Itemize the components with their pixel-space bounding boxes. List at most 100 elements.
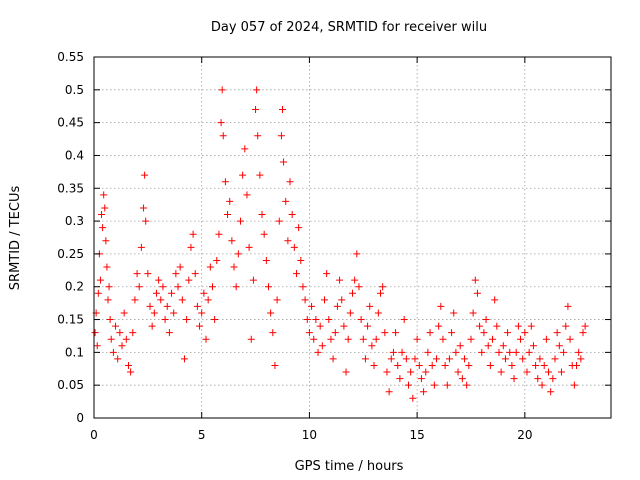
data-point-marker	[437, 302, 445, 310]
data-point-marker	[553, 329, 561, 337]
data-point-marker	[566, 335, 574, 343]
data-point-marker	[213, 256, 221, 264]
data-point-marker	[243, 191, 251, 199]
data-point-marker	[529, 342, 537, 350]
data-point-marker	[142, 217, 150, 225]
data-point-marker	[476, 322, 484, 330]
data-point-marker	[159, 283, 167, 291]
data-point-marker	[527, 322, 535, 330]
data-point-marker	[433, 355, 441, 363]
data-point-marker	[103, 263, 111, 271]
data-point-marker	[187, 243, 195, 251]
data-point-marker	[226, 197, 234, 205]
y-tick-label: 0.1	[65, 345, 84, 359]
data-point-marker	[439, 335, 447, 343]
data-point-marker	[269, 329, 277, 337]
data-point-marker	[478, 348, 486, 356]
data-point-marker	[104, 296, 112, 304]
data-point-marker	[379, 283, 387, 291]
data-point-marker	[374, 309, 382, 317]
data-point-marker	[198, 309, 206, 317]
data-point-marker	[519, 355, 527, 363]
data-point-marker	[267, 309, 275, 317]
data-point-marker	[450, 309, 458, 317]
data-point-marker	[99, 224, 107, 232]
data-point-marker	[234, 250, 242, 258]
data-point-marker	[443, 381, 451, 389]
data-point-marker	[355, 283, 363, 291]
data-point-marker	[536, 355, 544, 363]
plot-frame	[93, 56, 612, 419]
data-point-marker	[284, 237, 292, 245]
data-point-marker	[135, 283, 143, 291]
data-point-marker	[428, 361, 436, 369]
data-point-marker	[299, 283, 307, 291]
data-point-marker	[538, 381, 546, 389]
data-point-marker	[372, 335, 380, 343]
data-point-marker	[228, 237, 236, 245]
data-point-marker	[542, 335, 550, 343]
data-point-marker	[172, 270, 180, 278]
data-point-marker	[368, 342, 376, 350]
data-point-marker	[310, 335, 318, 343]
data-point-marker	[499, 342, 507, 350]
data-point-marker	[448, 329, 456, 337]
data-point-marker	[370, 361, 378, 369]
data-point-marker	[336, 276, 344, 284]
data-point-marker	[570, 381, 578, 389]
data-point-marker	[106, 316, 114, 324]
data-point-marker	[342, 368, 350, 376]
data-point-marker	[489, 335, 497, 343]
data-point-marker	[146, 302, 154, 310]
data-point-marker	[202, 335, 210, 343]
data-point-marker	[463, 381, 471, 389]
data-point-marker	[517, 335, 525, 343]
data-point-marker	[232, 283, 240, 291]
data-point-marker	[131, 296, 139, 304]
data-point-marker	[417, 375, 425, 383]
x-tick-label: 20	[517, 428, 532, 442]
data-point-marker	[357, 316, 365, 324]
data-point-marker	[353, 250, 361, 258]
data-point-marker	[109, 348, 117, 356]
data-point-marker	[549, 375, 557, 383]
data-point-marker	[340, 322, 348, 330]
data-point-marker	[112, 322, 120, 330]
data-point-marker	[180, 355, 188, 363]
data-point-marker	[346, 309, 354, 317]
data-point-marker	[514, 322, 522, 330]
y-tick-label: 0.45	[57, 116, 84, 130]
data-point-marker	[351, 276, 359, 284]
data-point-marker	[532, 361, 540, 369]
data-point-marker	[122, 335, 130, 343]
data-point-marker	[183, 316, 191, 324]
data-point-marker	[124, 361, 132, 369]
data-point-marker	[349, 289, 356, 297]
data-point-marker	[392, 329, 400, 337]
data-point-marker	[286, 178, 294, 186]
data-point-marker	[415, 361, 423, 369]
data-point-marker	[249, 276, 257, 284]
y-tick-label: 0.35	[57, 181, 84, 195]
data-point-marker	[493, 322, 501, 330]
data-point-marker	[456, 342, 464, 350]
data-point-marker	[204, 296, 212, 304]
data-point-marker	[258, 211, 266, 219]
data-point-marker	[230, 263, 238, 271]
data-point-marker	[127, 368, 135, 376]
y-tick-label: 0.05	[57, 378, 84, 392]
data-point-marker	[312, 316, 320, 324]
data-point-marker	[96, 276, 104, 284]
y-axis-tick-labels: 0 0.05 0.1 0.15 0.2 0.25 0.3 0.35 0.4 0.45 0.5 0.55	[57, 50, 84, 425]
data-point-marker	[467, 335, 475, 343]
data-point-marker	[364, 322, 372, 330]
data-point-marker	[185, 276, 193, 284]
data-point-marker	[314, 348, 322, 356]
y-tick-label: 0.2	[65, 280, 84, 294]
data-point-marker	[264, 283, 272, 291]
data-point-marker	[217, 119, 225, 127]
data-point-marker	[254, 132, 262, 140]
data-point-marker	[501, 355, 509, 363]
data-point-marker	[413, 335, 421, 343]
